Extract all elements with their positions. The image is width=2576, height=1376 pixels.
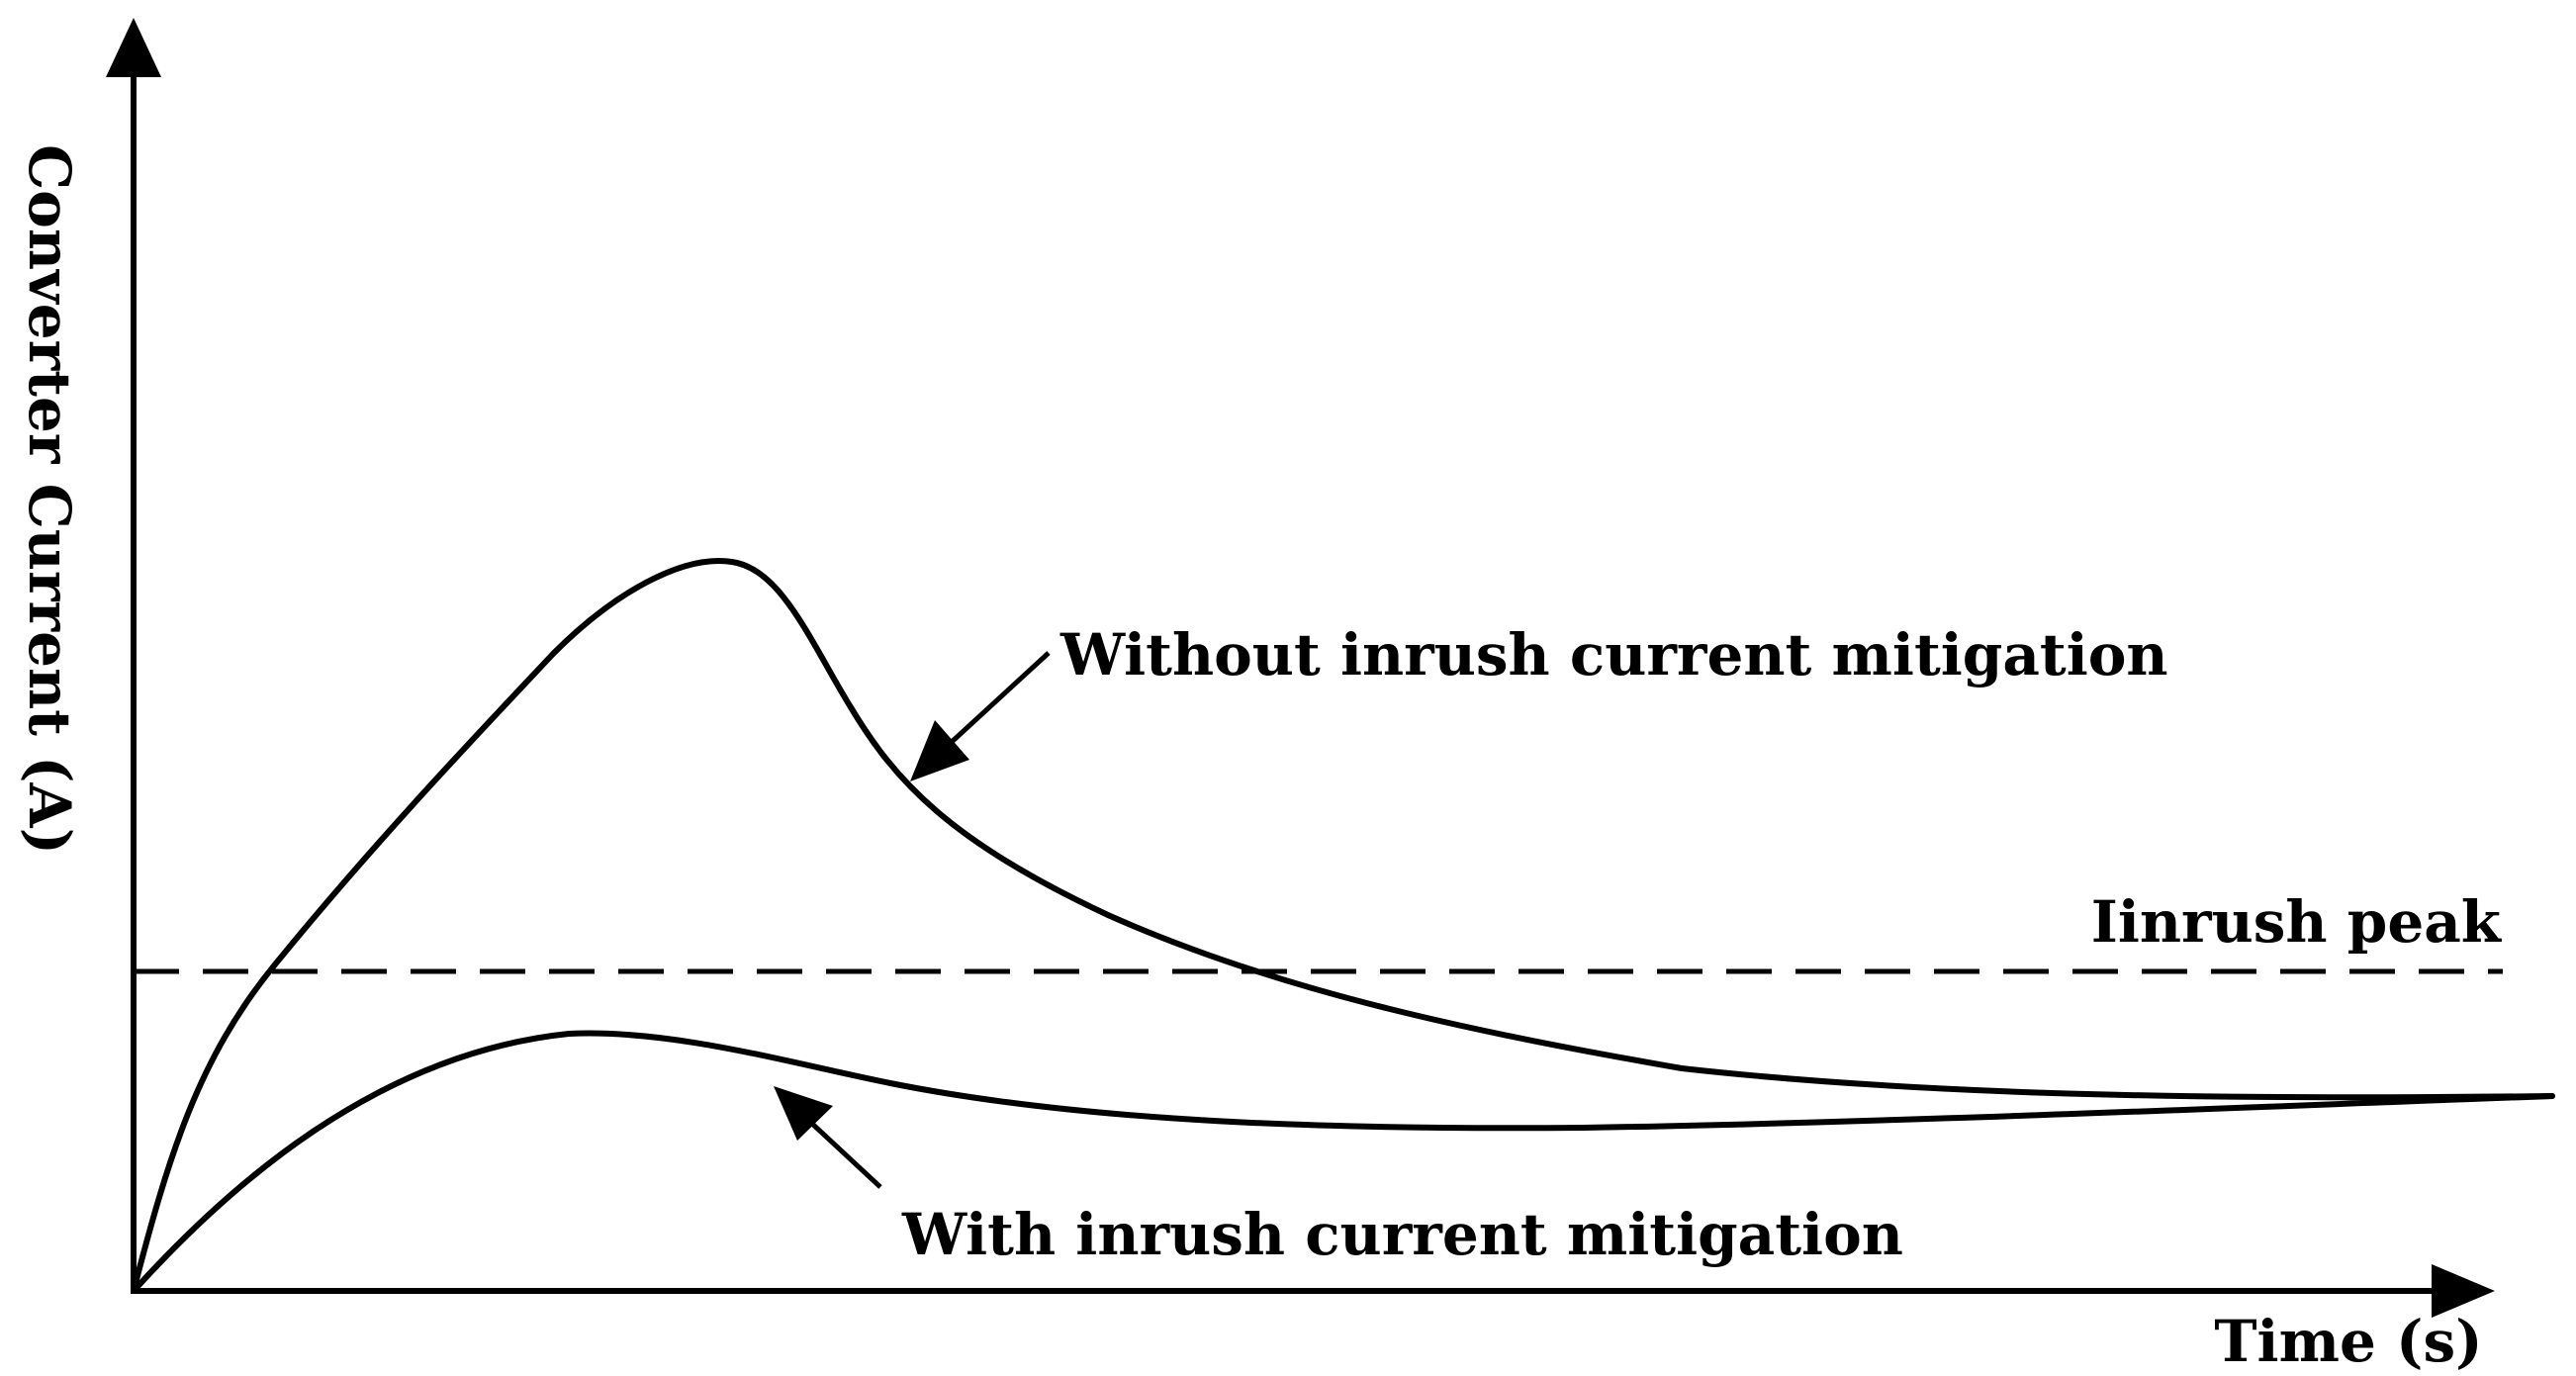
- without-mitigation-label: Without inrush current mitigation: [1059, 621, 2168, 688]
- x-axis-arrowhead: [2432, 1264, 2495, 1318]
- x-axis-title: Time (s): [2214, 1308, 2482, 1375]
- y-axis-arrowhead: [106, 18, 161, 77]
- with-mitigation-pointer-line: [809, 1121, 882, 1189]
- with-mitigation-label: With inrush current mitigation: [901, 1201, 1903, 1268]
- inrush-peak-label: Iinrush peak: [2091, 888, 2503, 956]
- y-axis-title: Converter Current (A): [16, 144, 83, 855]
- without-mitigation-pointer-head: [910, 720, 969, 781]
- curve-without-mitigation: [131, 558, 2555, 1294]
- curve-with-mitigation: [131, 1030, 2555, 1294]
- without-mitigation-pointer-line: [950, 651, 1051, 744]
- with-mitigation-pointer-head: [774, 1086, 833, 1141]
